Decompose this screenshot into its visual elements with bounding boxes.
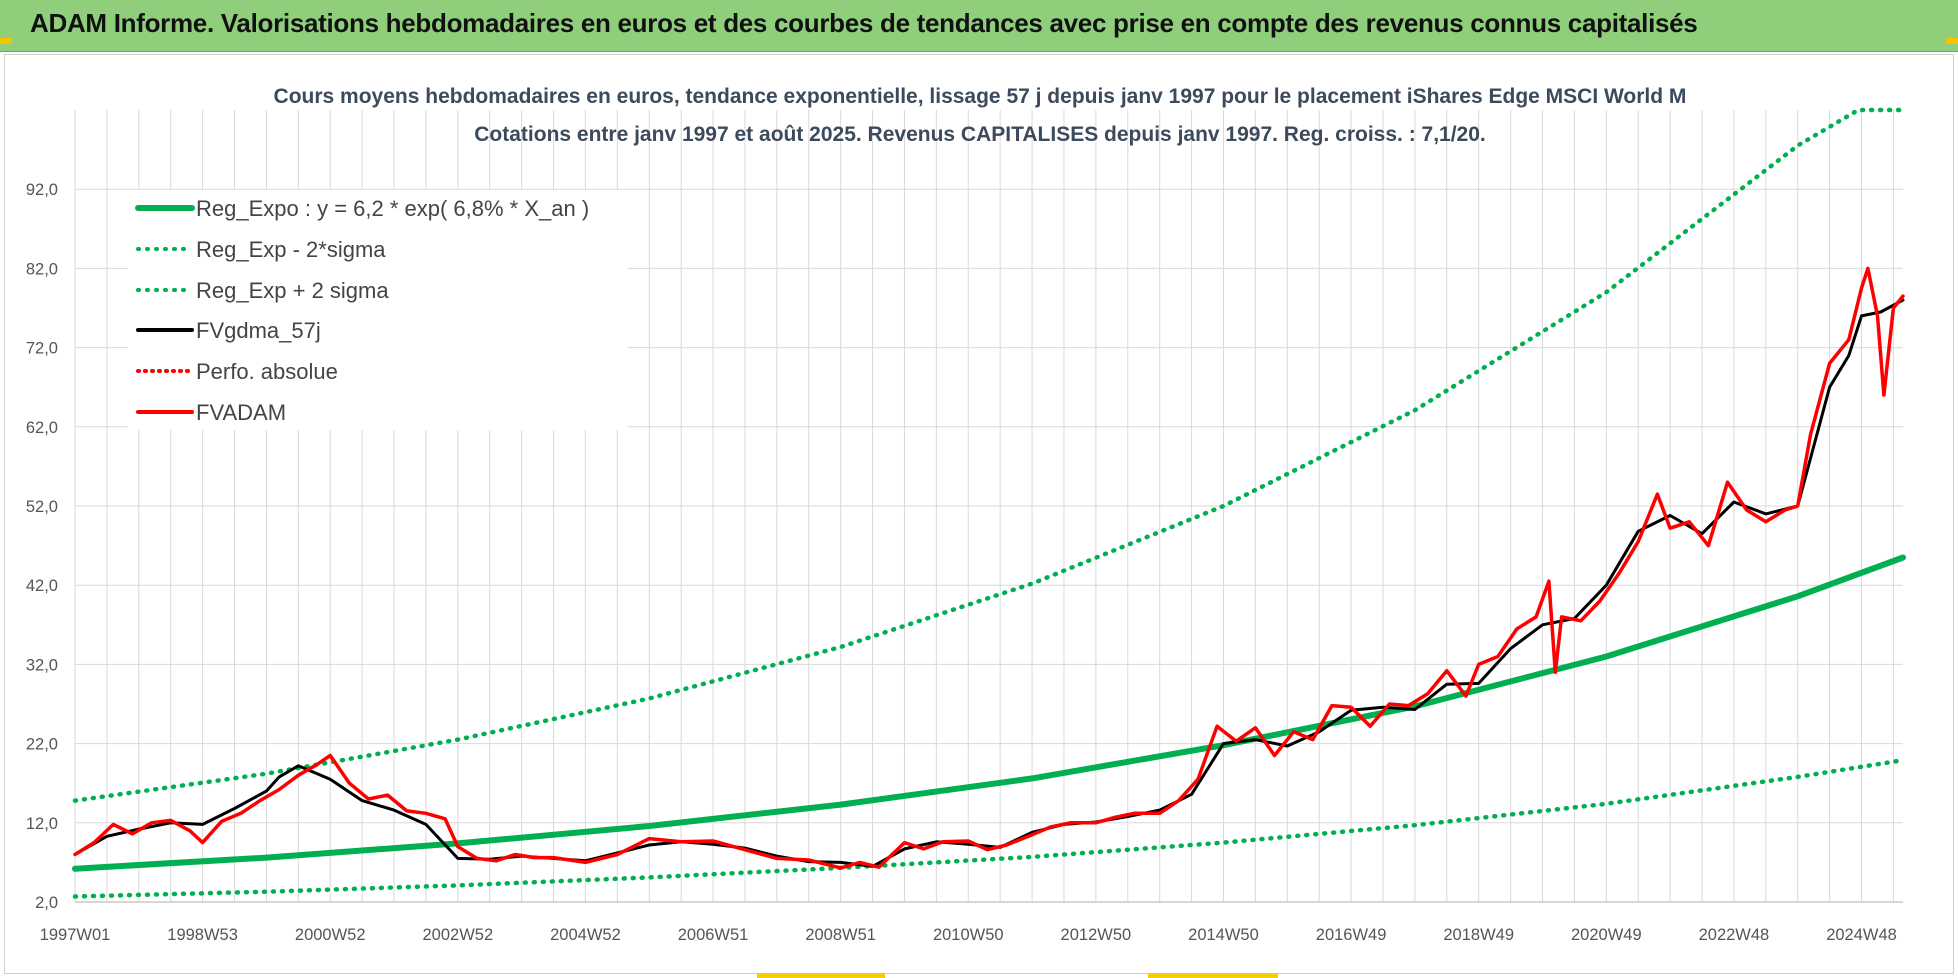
y-tick-label: 62,0	[26, 419, 58, 437]
y-tick-label: 22,0	[26, 736, 58, 754]
y-tick-label: 82,0	[26, 260, 58, 278]
y-tick-label: 72,0	[26, 340, 58, 358]
x-tick-label: 2004W52	[550, 926, 621, 944]
x-tick-label: 2006W51	[678, 926, 749, 944]
series-reg-plus-2sigma	[72, 107, 1906, 803]
series-lines	[72, 107, 1906, 899]
legend-label-reg-plus: Reg_Exp + 2 sigma	[196, 278, 389, 303]
chart-title-line1: Cours moyens hebdomadaires en euros, ten…	[274, 85, 1687, 108]
legend-background	[128, 190, 628, 430]
y-tick-label: 32,0	[26, 656, 58, 674]
report-title: ADAM Informe. Valorisations hebdomadaire…	[30, 8, 1698, 38]
legend-label-fvgdma: FVgdma_57j	[196, 318, 321, 343]
x-tick-label: 2008W51	[805, 926, 876, 944]
chart-frame	[4, 54, 1954, 974]
x-tick-label: 2000W52	[295, 926, 366, 944]
footer-accent-right	[1148, 973, 1278, 978]
y-axis-ticks: 2,0 12,0 22,0 32,0 42,0 52,0 62,0 72,0 82,0 92,0	[26, 181, 58, 912]
x-tick-label: 2010W50	[933, 926, 1004, 944]
legend-label-reg-minus: Reg_Exp - 2*sigma	[196, 237, 386, 262]
x-tick-label: 1997W01	[40, 926, 111, 944]
legend-label-perfo: Perfo. absolue	[196, 359, 338, 384]
x-tick-label: 2016W49	[1316, 926, 1387, 944]
chart-title-line2: Cotations entre janv 1997 et août 2025. …	[474, 123, 1486, 146]
x-tick-label: 1998W53	[167, 926, 238, 944]
x-tick-label: 2024W48	[1826, 926, 1897, 944]
legend-label-fvadam: FVADAM	[196, 400, 286, 425]
x-tick-label: 2022W48	[1699, 926, 1770, 944]
series-fvgdma	[73, 298, 1905, 868]
report-header: ADAM Informe. Valorisations hebdomadaire…	[0, 0, 1958, 52]
x-tick-label: 2018W49	[1443, 926, 1514, 944]
y-tick-label: 12,0	[26, 815, 58, 833]
legend: Reg_Expo : y = 6,2 * exp( 6,8% * X_an ) …	[128, 190, 628, 430]
x-tick-label: 2002W52	[423, 926, 494, 944]
legend-label-reg-expo: Reg_Expo : y = 6,2 * exp( 6,8% * X_an )	[196, 196, 589, 221]
series-fvadam	[73, 266, 1905, 870]
x-tick-label: 2014W50	[1188, 926, 1259, 944]
x-tick-label: 2020W49	[1571, 926, 1642, 944]
y-tick-label: 52,0	[26, 498, 58, 516]
header-corner-right	[1946, 38, 1958, 44]
x-tick-label: 2012W50	[1061, 926, 1132, 944]
x-axis-ticks: 1997W01 1998W53 2000W52 2002W52 2004W52 2006W…	[40, 926, 1897, 944]
y-tick-label: 2,0	[35, 894, 58, 912]
y-tick-label: 42,0	[26, 577, 58, 595]
header-corner-left	[0, 38, 12, 44]
y-tick-label: 92,0	[26, 181, 58, 199]
series-reg-expo	[72, 554, 1906, 872]
footer-accent-left	[757, 973, 885, 978]
